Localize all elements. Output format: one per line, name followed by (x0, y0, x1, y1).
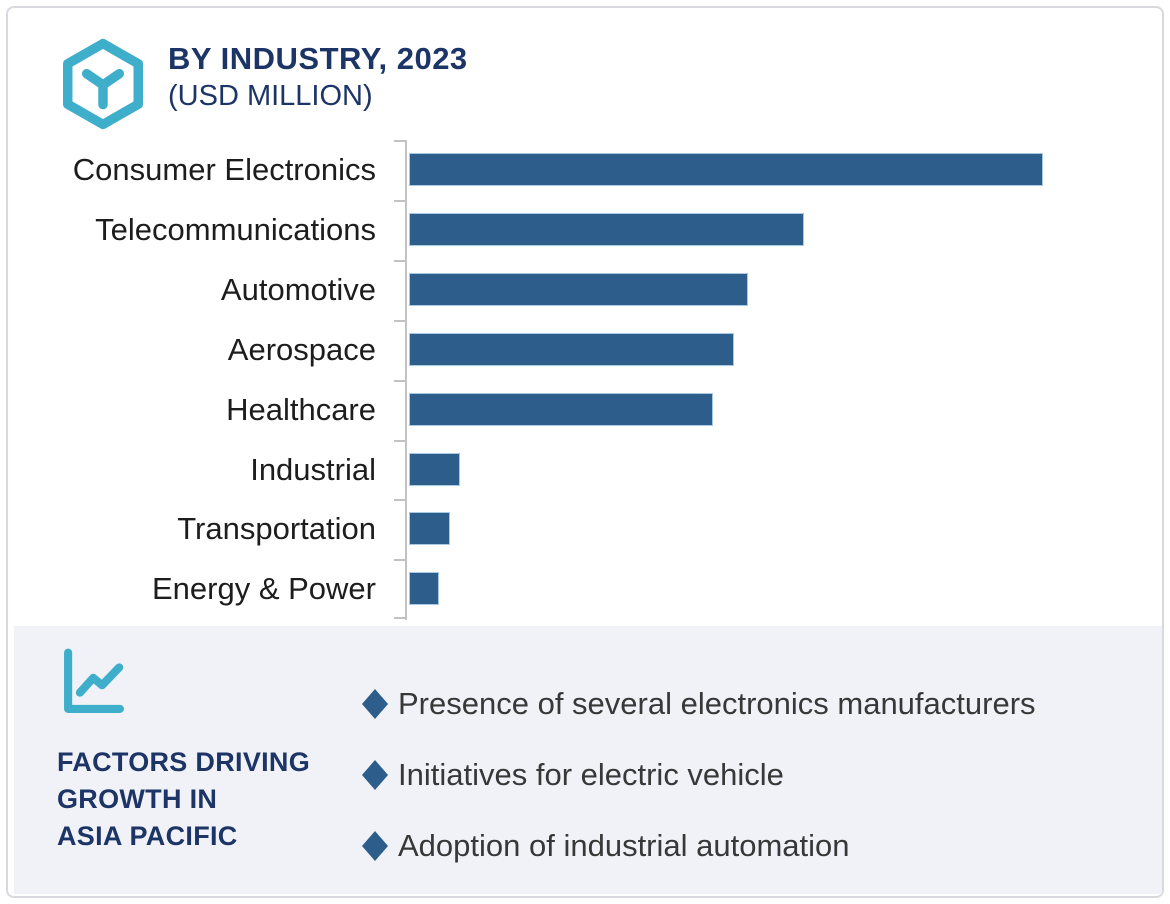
diamond-bullet-icon (362, 760, 388, 790)
factors-panel: FACTORS DRIVING GROWTH IN ASIA PACIFIC Pre… (14, 626, 1162, 894)
bar-consumer-electronics (409, 153, 1043, 186)
hexagon-y-icon (63, 38, 143, 130)
factor-bullet-item: Initiatives for electric vehicle (362, 754, 784, 796)
bar-energy-power (409, 572, 439, 606)
bar-automotive (409, 272, 748, 306)
category-label: Industrial (250, 451, 376, 487)
category-label: Aerospace (227, 331, 376, 367)
axis-tick (394, 199, 406, 202)
diamond-bullet-icon (362, 689, 388, 719)
axis-tick (394, 439, 406, 442)
chart-row: Transportation (0, 499, 1170, 559)
chart-row: Consumer Electronics (0, 140, 1170, 200)
axis-tick (394, 259, 406, 262)
factors-heading-line: FACTORS DRIVING (57, 747, 311, 777)
factor-bullet-text: Presence of several electronics manufact… (398, 686, 1036, 721)
factors-heading-line: ASIA PACIFIC (57, 821, 238, 851)
category-label: Telecommunications (95, 211, 376, 247)
category-label: Transportation (177, 511, 376, 547)
bar-aerospace (409, 332, 734, 366)
factor-bullet-text: Initiatives for electric vehicle (398, 757, 784, 792)
chart-title: BY INDUSTRY, 2023 (168, 41, 468, 76)
factors-heading: FACTORS DRIVING GROWTH IN ASIA PACIFIC (57, 744, 310, 855)
bar-chart: Consumer Electronics Telecommunications Au… (0, 140, 1170, 620)
factors-heading-line: GROWTH IN (57, 784, 218, 814)
axis-tick (394, 499, 406, 502)
trend-line-chart-icon (64, 648, 124, 713)
axis-tick (394, 140, 406, 142)
bar-transportation (409, 512, 450, 546)
chart-row: Automotive (0, 260, 1170, 320)
chart-row: Telecommunications (0, 200, 1170, 260)
category-label: Energy & Power (152, 571, 376, 607)
bar-industrial (409, 452, 460, 486)
category-axis-line (405, 140, 407, 620)
axis-tick (394, 617, 406, 620)
chart-row: Industrial (0, 440, 1170, 500)
chart-row: Aerospace (0, 320, 1170, 380)
chart-row: Energy & Power (0, 559, 1170, 619)
diamond-bullet-icon (362, 831, 388, 861)
category-label: Automotive (220, 271, 376, 307)
category-label: Consumer Electronics (72, 152, 376, 187)
bar-telecommunications (409, 212, 804, 246)
axis-tick (394, 319, 406, 322)
category-label: Healthcare (226, 391, 376, 427)
factor-bullet-text: Adoption of industrial automation (398, 828, 850, 863)
chart-subtitle: (USD MILLION) (168, 80, 373, 113)
bar-healthcare (409, 392, 713, 426)
chart-row: Healthcare (0, 380, 1170, 440)
chart-header: BY INDUSTRY, 2023 (USD MILLION) (60, 38, 468, 130)
factor-bullet-item: Adoption of industrial automation (362, 825, 850, 867)
chart-title-block: BY INDUSTRY, 2023 (USD MILLION) (168, 38, 468, 113)
axis-tick (394, 379, 406, 382)
axis-tick (394, 559, 406, 562)
factor-bullet-item: Presence of several electronics manufact… (362, 683, 1036, 725)
